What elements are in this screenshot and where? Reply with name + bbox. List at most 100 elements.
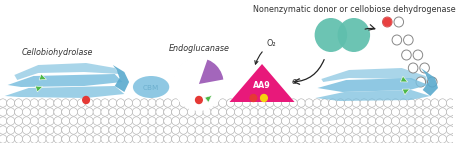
Circle shape [352,126,360,134]
Circle shape [352,135,360,143]
Circle shape [180,135,188,143]
Circle shape [148,99,156,107]
Circle shape [423,135,431,143]
Circle shape [77,126,85,134]
Circle shape [85,117,93,125]
Circle shape [392,35,401,45]
Circle shape [70,108,78,116]
Circle shape [250,117,258,125]
Circle shape [93,108,101,116]
Circle shape [211,108,219,116]
Circle shape [0,126,7,134]
Circle shape [368,99,376,107]
Circle shape [399,99,407,107]
Polygon shape [39,74,46,80]
Circle shape [416,77,426,87]
Circle shape [337,135,345,143]
Text: Cellobiohydrolase: Cellobiohydrolase [22,48,93,57]
Circle shape [289,126,297,134]
Circle shape [125,117,133,125]
Circle shape [140,108,148,116]
Circle shape [235,126,242,134]
Circle shape [203,135,211,143]
Circle shape [211,99,219,107]
Circle shape [313,108,321,116]
Circle shape [258,108,266,116]
Polygon shape [321,68,428,85]
Circle shape [344,108,352,116]
Circle shape [242,117,250,125]
Circle shape [117,117,125,125]
Circle shape [266,108,274,116]
Circle shape [408,63,418,73]
Circle shape [305,117,313,125]
Circle shape [376,99,384,107]
Circle shape [15,126,23,134]
Circle shape [337,18,370,52]
Circle shape [401,50,411,60]
Polygon shape [8,74,122,87]
Circle shape [273,117,282,125]
Circle shape [227,117,235,125]
Circle shape [62,135,70,143]
Circle shape [403,35,413,45]
Circle shape [407,135,415,143]
Circle shape [187,126,195,134]
Circle shape [383,18,391,26]
Circle shape [250,95,257,102]
Circle shape [132,108,140,116]
Circle shape [413,50,423,60]
Circle shape [258,117,266,125]
Circle shape [187,135,195,143]
Circle shape [148,108,156,116]
Circle shape [46,99,54,107]
Polygon shape [113,65,129,92]
Circle shape [0,99,7,107]
Circle shape [77,99,85,107]
Circle shape [195,108,203,116]
Circle shape [261,95,267,102]
Circle shape [93,126,101,134]
Circle shape [376,108,384,116]
Circle shape [321,126,329,134]
Circle shape [438,99,447,107]
Circle shape [7,117,15,125]
Circle shape [368,135,376,143]
Circle shape [282,117,290,125]
Circle shape [352,117,360,125]
Circle shape [305,108,313,116]
Circle shape [172,108,180,116]
Circle shape [203,99,211,107]
Circle shape [195,135,203,143]
Circle shape [438,135,447,143]
Circle shape [85,99,93,107]
Circle shape [415,99,423,107]
Text: Nonenzymatic donor or cellobiose dehydrogenase: Nonenzymatic donor or cellobiose dehydro… [253,5,455,14]
Circle shape [62,99,70,107]
Circle shape [46,108,54,116]
Circle shape [180,108,188,116]
Circle shape [174,58,224,110]
Circle shape [38,117,46,125]
Circle shape [360,108,368,116]
Text: Endoglucanase: Endoglucanase [168,44,229,53]
Circle shape [70,117,78,125]
Circle shape [195,99,203,107]
Circle shape [46,126,54,134]
Circle shape [438,126,447,134]
Circle shape [125,135,133,143]
Circle shape [219,117,227,125]
Text: e⁻: e⁻ [292,78,301,87]
Circle shape [297,108,305,116]
Circle shape [282,99,290,107]
Circle shape [273,126,282,134]
Circle shape [344,126,352,134]
Circle shape [148,126,156,134]
Circle shape [258,126,266,134]
Circle shape [156,126,164,134]
Circle shape [447,117,455,125]
Polygon shape [402,89,410,95]
Circle shape [297,135,305,143]
Circle shape [219,99,227,107]
Circle shape [250,126,258,134]
